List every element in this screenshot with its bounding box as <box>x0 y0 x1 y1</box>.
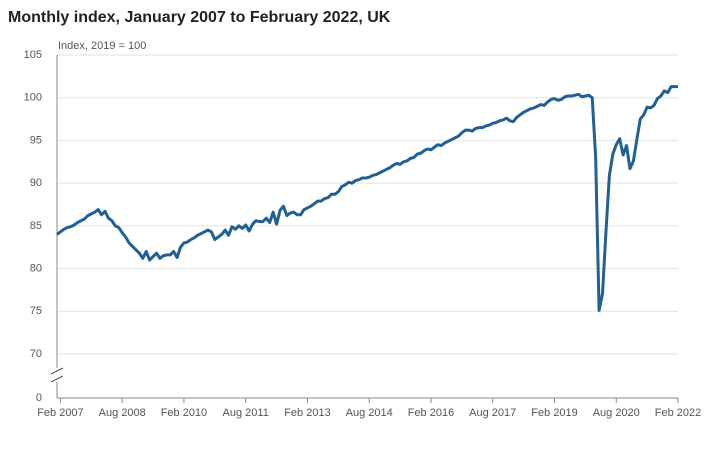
y-tick-label: 90 <box>30 177 42 189</box>
x-tick-label: Aug 2008 <box>99 407 146 419</box>
y-tick-label: 105 <box>24 49 42 61</box>
x-tick-label: Aug 2014 <box>346 407 393 419</box>
chart-title: Monthly index, January 2007 to February … <box>8 9 391 26</box>
y-tick-label: 75 <box>30 305 42 317</box>
x-tick-label: Feb 2019 <box>531 407 577 419</box>
x-tick-label: Feb 2016 <box>408 407 454 419</box>
y-tick-label: 70 <box>30 348 42 360</box>
axis-break <box>50 367 64 383</box>
y-axis-label: Index, 2019 = 100 <box>58 40 146 52</box>
y-tick-label: 100 <box>24 92 42 104</box>
x-tick-label: Feb 2010 <box>161 407 207 419</box>
axis-break-gap <box>50 368 64 382</box>
axis-break-mark <box>50 367 64 383</box>
y-tick-label: 95 <box>30 134 42 146</box>
x-tick-label: Aug 2017 <box>469 407 516 419</box>
y-tick-label: 85 <box>30 220 42 232</box>
x-tick-label: Aug 2011 <box>223 407 269 419</box>
x-tick-label: Aug 2020 <box>593 407 640 419</box>
y-tick-label: 80 <box>30 262 42 274</box>
y-tick-label: 0 <box>36 392 42 404</box>
x-tick-label: Feb 2022 <box>655 407 701 419</box>
data-line <box>56 85 678 312</box>
x-tick-label: Feb 2007 <box>37 407 83 419</box>
x-tick-label: Feb 2013 <box>284 407 330 419</box>
